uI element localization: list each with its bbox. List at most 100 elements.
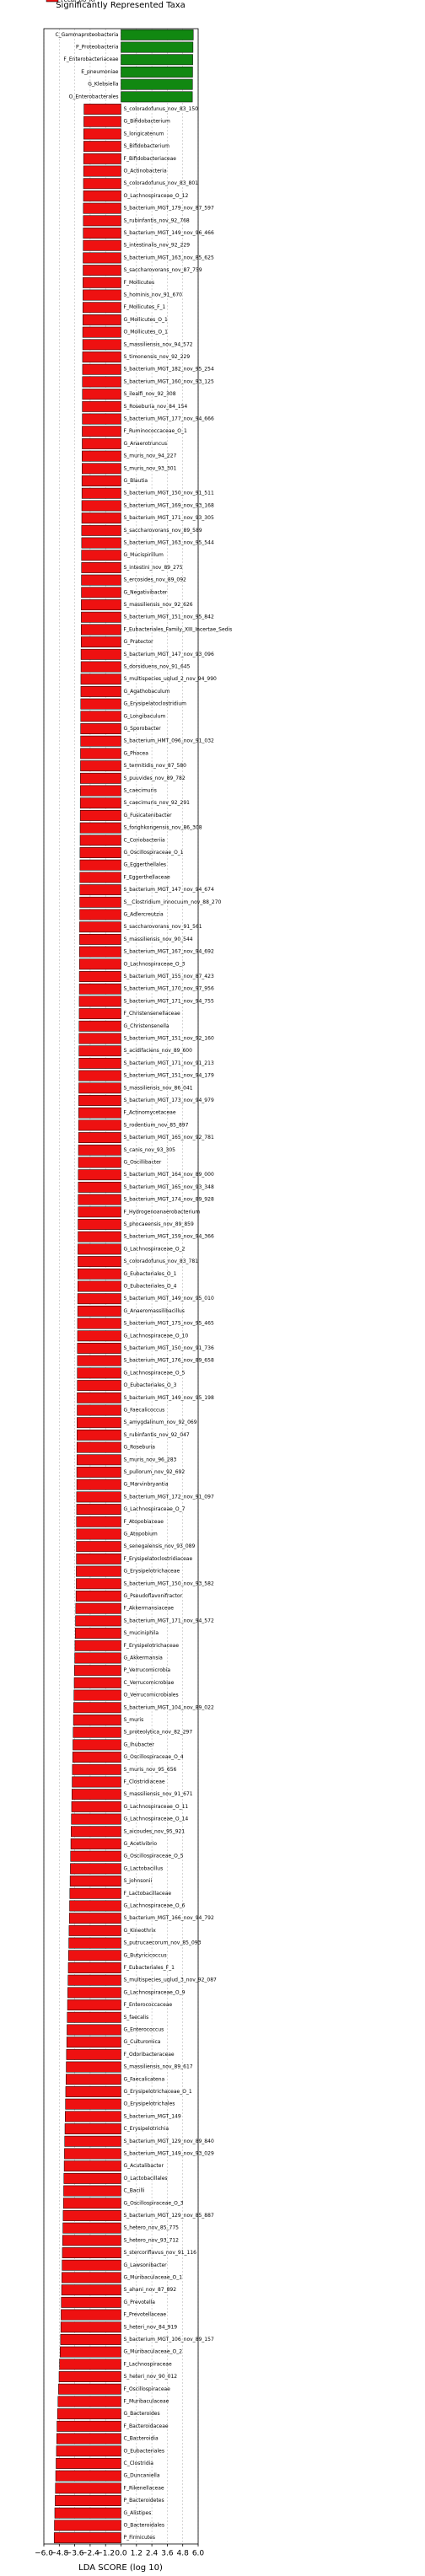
category-label: S_pullorum_nov_92_692 <box>124 1469 186 1475</box>
bar <box>82 450 121 462</box>
bar <box>81 562 121 573</box>
bar <box>82 339 121 351</box>
bar <box>78 1095 121 1106</box>
category-label: G_Ihubacter <box>124 1741 155 1747</box>
bar <box>82 302 121 314</box>
bar <box>80 685 121 697</box>
category-label: S_bacterium_MGT_182_nov_95_254 <box>124 367 214 373</box>
bar <box>77 1367 121 1379</box>
bar <box>80 661 121 673</box>
category-label: S_bacterium_MGT_179_nov_87_597 <box>124 206 214 212</box>
category-label: S_Bifidobacterium <box>124 143 170 149</box>
bar <box>55 2470 121 2482</box>
category-label: S_saccharovorans_nov_87_759 <box>124 267 202 273</box>
category-label: G_Akkermansia <box>124 1655 164 1661</box>
x-tick-label: −6.0 <box>35 2550 53 2558</box>
bar <box>77 1404 121 1416</box>
category-label: G_Culturomica <box>124 2039 161 2045</box>
bar <box>121 54 193 66</box>
bar <box>80 723 121 734</box>
category-label: G_Oscillospiraceae_O_3 <box>124 2200 184 2206</box>
bar <box>80 624 121 636</box>
category-label: S_Roseburia_nov_84_154 <box>124 404 188 410</box>
bar <box>78 983 121 995</box>
bar <box>70 1850 121 1862</box>
category-label: F_Enterococcaceae <box>124 2002 173 2008</box>
category-label: S_bacterium_MGT_129_nov_85_887 <box>124 2213 214 2219</box>
bar <box>83 276 121 288</box>
category-label: S_bacterium_MGT_150_nov_91_511 <box>124 491 214 496</box>
category-label: S_rubinfantis_nov_92_768 <box>124 217 190 223</box>
category-label: G_Acetivibrio <box>124 1841 158 1847</box>
bar <box>79 809 121 821</box>
bar <box>73 1689 121 1701</box>
category-label: S_amygdalinum_nov_92_069 <box>124 1419 197 1425</box>
x-tick-label: 4.8 <box>177 2550 190 2558</box>
category-label: F_Bacteroidaceae <box>124 2423 169 2429</box>
category-label: S_bacterium_MGT_169_nov_93_168 <box>124 502 214 508</box>
category-label: O_Eubacteriales <box>124 2448 164 2454</box>
category-label: P_Firmicutes <box>124 2535 155 2541</box>
bar <box>65 2074 121 2085</box>
bar <box>77 1293 121 1305</box>
bar <box>62 2210 121 2221</box>
bar <box>74 1628 121 1640</box>
bar <box>80 735 121 747</box>
category-label: G_Oscillospiraceae_O_1 <box>124 850 184 856</box>
category-label: S_proteolytica_nov_82_297 <box>124 1730 193 1736</box>
bar <box>67 1987 121 1999</box>
category-label: G_Kineothrix <box>124 1928 157 1934</box>
bar <box>80 760 121 772</box>
bar <box>121 78 193 90</box>
category-label: S_faecalis <box>124 2015 149 2021</box>
bar <box>75 1591 121 1602</box>
category-label: F_Bifidobacteriaceae <box>124 156 177 162</box>
category-label: G_Pratector <box>124 639 154 645</box>
bar <box>82 438 121 449</box>
category-label: G_Lachnospiraceae_O_7 <box>124 1506 186 1512</box>
x-tick-label: −2.4 <box>81 2550 100 2558</box>
bar <box>76 1479 121 1490</box>
bar <box>68 1937 121 1949</box>
category-label: S_bacterium_MGT_163_nov_85_625 <box>124 255 214 260</box>
category-label: S_bacterium_MGT_104_nov_89_022 <box>124 1704 214 1710</box>
category-label: F_Christensenellaceae <box>124 1011 181 1017</box>
category-label: G_Lachnospiraceae_O_9 <box>124 1989 186 1995</box>
category-label: S_hetero_nov_93_712 <box>124 2237 180 2243</box>
category-label: S_fonghkongensis_nov_86_308 <box>124 825 202 831</box>
category-label: G_Prevotella <box>124 2300 156 2305</box>
bar <box>53 2532 121 2544</box>
category-label: S_bacterium_MGT_176_nov_89_658 <box>124 1358 214 1364</box>
bar <box>78 1070 121 1081</box>
category-label: S_bacterium_MGT_149 <box>124 2113 181 2119</box>
category-label: S_bacterium_MGT_173_nov_94_979 <box>124 1097 214 1103</box>
category-label: S_intestini_nov_89_275 <box>124 565 183 571</box>
bar <box>78 1181 121 1193</box>
bar <box>71 1826 121 1838</box>
bar <box>83 141 121 153</box>
bar <box>73 1739 121 1751</box>
bar <box>83 191 121 201</box>
category-label: F_Prevotellaceae <box>124 2312 167 2318</box>
category-label: F_Akkermansiaceae <box>124 1606 175 1612</box>
category-label: G_Mucispirillum <box>124 552 164 558</box>
category-label: F_Mollicutes_F_1 <box>124 304 166 310</box>
bar <box>121 41 194 53</box>
x-tick-label: 3.6 <box>161 2550 174 2558</box>
bar <box>82 363 121 375</box>
category-label: F_Erysipelatoclostridiaceae <box>124 1556 193 1562</box>
category-label: G_Atopobium <box>124 1531 158 1537</box>
bar <box>62 2235 121 2246</box>
category-label: S_bacterium_MGT_171_nov_93_305 <box>124 515 214 521</box>
bar <box>80 648 121 660</box>
bar <box>76 1553 121 1564</box>
x-tick-label: 1.2 <box>131 2550 143 2558</box>
bar <box>67 2011 121 2023</box>
category-label: S_muris_nov_94_227 <box>124 453 177 459</box>
category-label: S_bacterium_MGT_165_nov_92_781 <box>124 1135 214 1140</box>
category-label: S_bacterium_MGT_171_nov_94_755 <box>124 998 214 1004</box>
bar <box>67 1974 121 1986</box>
bar <box>75 1602 121 1614</box>
category-label: S_massiliensis_nov_92_626 <box>124 602 193 608</box>
category-label: C_Erysipelotrichia <box>124 2126 169 2132</box>
